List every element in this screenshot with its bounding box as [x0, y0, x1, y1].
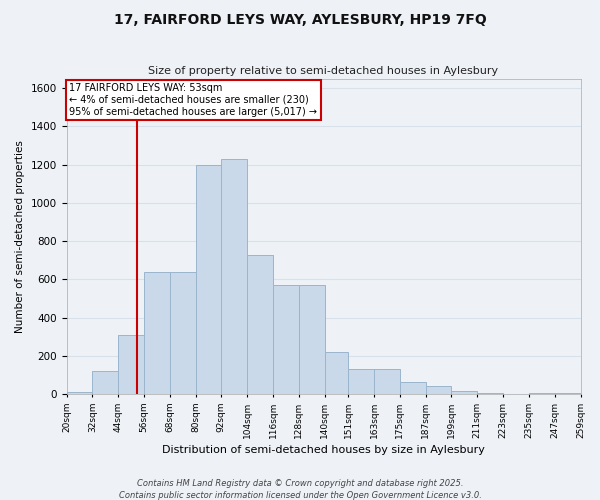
- Title: Size of property relative to semi-detached houses in Aylesbury: Size of property relative to semi-detach…: [148, 66, 499, 76]
- Bar: [554, 393, 581, 394]
- Bar: [348, 369, 374, 394]
- Bar: [400, 382, 425, 394]
- Bar: [221, 159, 247, 394]
- Bar: [374, 369, 400, 394]
- Bar: [325, 352, 348, 394]
- Bar: [299, 285, 325, 394]
- Bar: [144, 272, 170, 394]
- Bar: [67, 392, 92, 394]
- Bar: [92, 371, 118, 394]
- Bar: [529, 393, 554, 394]
- X-axis label: Distribution of semi-detached houses by size in Aylesbury: Distribution of semi-detached houses by …: [162, 445, 485, 455]
- Text: Contains HM Land Registry data © Crown copyright and database right 2025.
Contai: Contains HM Land Registry data © Crown c…: [119, 478, 481, 500]
- Text: 17 FAIRFORD LEYS WAY: 53sqm
← 4% of semi-detached houses are smaller (230)
95% o: 17 FAIRFORD LEYS WAY: 53sqm ← 4% of semi…: [69, 84, 317, 116]
- Bar: [477, 393, 503, 394]
- Bar: [451, 391, 477, 394]
- Bar: [273, 285, 299, 394]
- Bar: [247, 254, 273, 394]
- Text: 17, FAIRFORD LEYS WAY, AYLESBURY, HP19 7FQ: 17, FAIRFORD LEYS WAY, AYLESBURY, HP19 7…: [113, 12, 487, 26]
- Bar: [425, 386, 451, 394]
- Bar: [170, 272, 196, 394]
- Bar: [118, 335, 144, 394]
- Bar: [196, 164, 221, 394]
- Y-axis label: Number of semi-detached properties: Number of semi-detached properties: [15, 140, 25, 333]
